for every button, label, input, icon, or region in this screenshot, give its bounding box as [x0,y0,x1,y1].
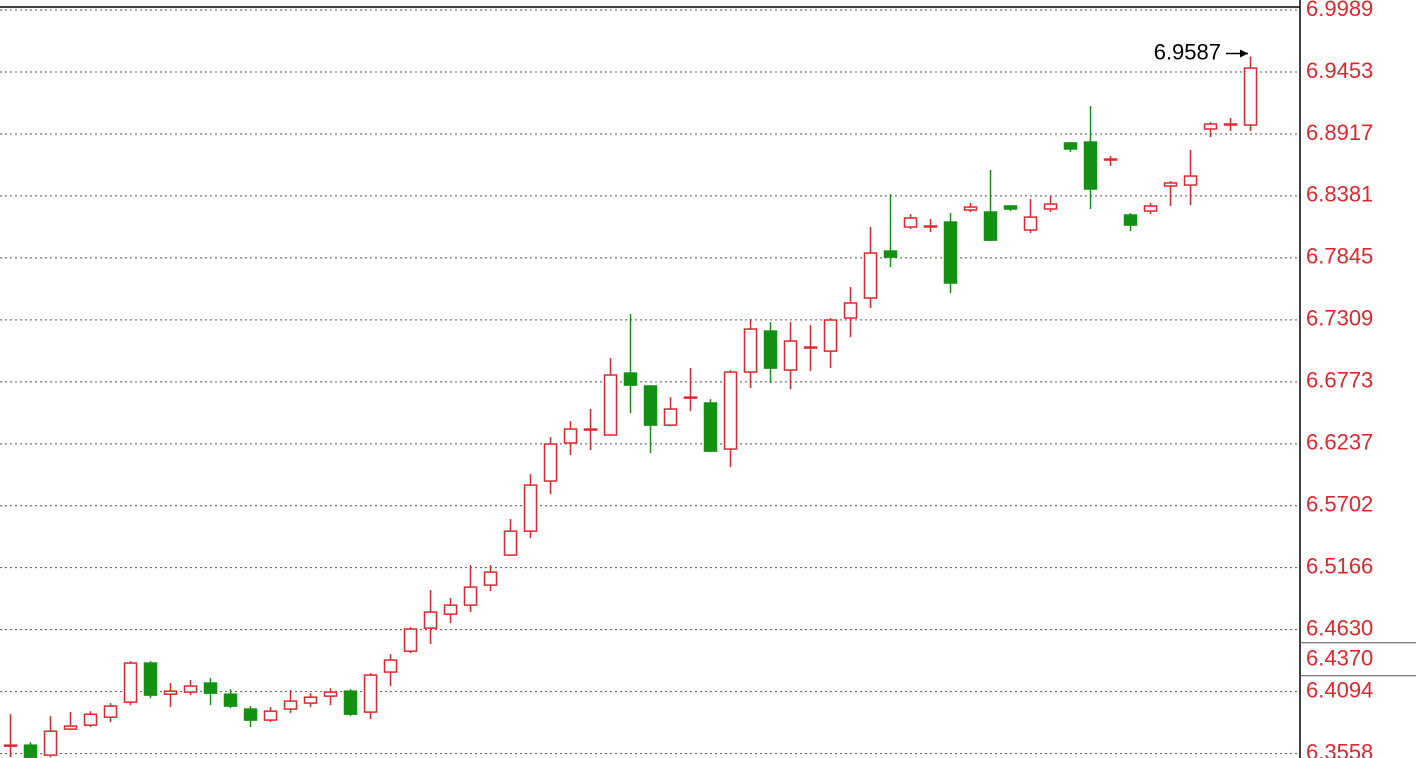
candle-body [443,604,458,615]
candle-body [1223,123,1238,126]
candle-body [643,385,658,426]
candle-body [583,428,598,431]
candle-body [1203,123,1218,130]
y-tick-label: 6.3558 [1306,739,1373,758]
candle-body [683,396,698,399]
candle-body [243,708,258,721]
candle-body [203,682,218,694]
candle-body [3,744,18,747]
candle-body [363,674,378,713]
candle-body [603,374,618,436]
candle-body [123,662,138,703]
candle-body [783,340,798,371]
candle-body [563,428,578,444]
candle-body [1063,142,1078,150]
candle-body [623,372,638,386]
y-tick-label: 6.8917 [1306,120,1373,145]
candle-body [1083,141,1098,190]
candle-body [263,710,278,721]
candle-body [163,690,178,695]
candle-body [1023,216,1038,231]
candle-body [983,211,998,241]
candle-body [1103,158,1118,161]
y-tick-label: 6.7309 [1306,306,1373,331]
axis-marker-label: 6.4370 [1306,646,1373,671]
candle-body [403,628,418,652]
candle-body [383,659,398,673]
candle-body [323,691,338,697]
candle-body [503,530,518,556]
y-tick-label: 6.5702 [1306,492,1373,517]
candle-body [823,319,838,352]
high-annotation: 6.9587 [1154,39,1221,64]
candle-body [1123,214,1138,226]
candle-body [183,685,198,693]
candle-body [763,330,778,369]
candle-body [143,662,158,696]
candle-body [843,302,858,319]
candle-body [1243,67,1258,126]
y-tick-label: 6.9453 [1306,58,1373,83]
candle-body [663,408,678,426]
candle-body [803,346,818,349]
candle-body [463,586,478,606]
annotation-arrowhead [1240,49,1248,58]
candle-body [883,250,898,258]
candle-body [483,571,498,586]
y-tick-label: 6.7845 [1306,244,1373,269]
candle-body [1043,203,1058,210]
y-tick-label: 6.6773 [1306,368,1373,393]
candle-body [943,221,958,284]
candle-body [903,217,918,228]
candle-body [703,402,718,452]
candle-body [1143,205,1158,212]
y-tick-label: 6.5166 [1306,553,1373,578]
candle-body [723,371,738,450]
y-tick-label: 6.9989 [1306,0,1373,21]
candle-body [1183,175,1198,186]
candle-body [863,252,878,299]
y-tick-label: 6.6237 [1306,430,1373,455]
y-tick-label: 6.8381 [1306,182,1373,207]
candle-body [923,225,938,228]
candle-body [223,693,238,707]
candle-body [83,713,98,726]
candle-body [303,696,318,704]
candle-body [743,328,758,373]
candle-body [103,705,118,718]
candle-body [1163,182,1178,187]
candle-body [63,725,78,730]
y-tick-label: 6.4630 [1306,615,1373,640]
candle-body [543,443,558,482]
candle-body [23,744,38,758]
candle-body [283,700,298,710]
candle-body [963,206,978,211]
candle-body [43,730,58,756]
candle-body [1003,205,1018,210]
candle-body [423,611,438,629]
candle-body [523,484,538,532]
y-tick-label: 6.4094 [1306,677,1373,702]
candle-body [343,690,358,715]
